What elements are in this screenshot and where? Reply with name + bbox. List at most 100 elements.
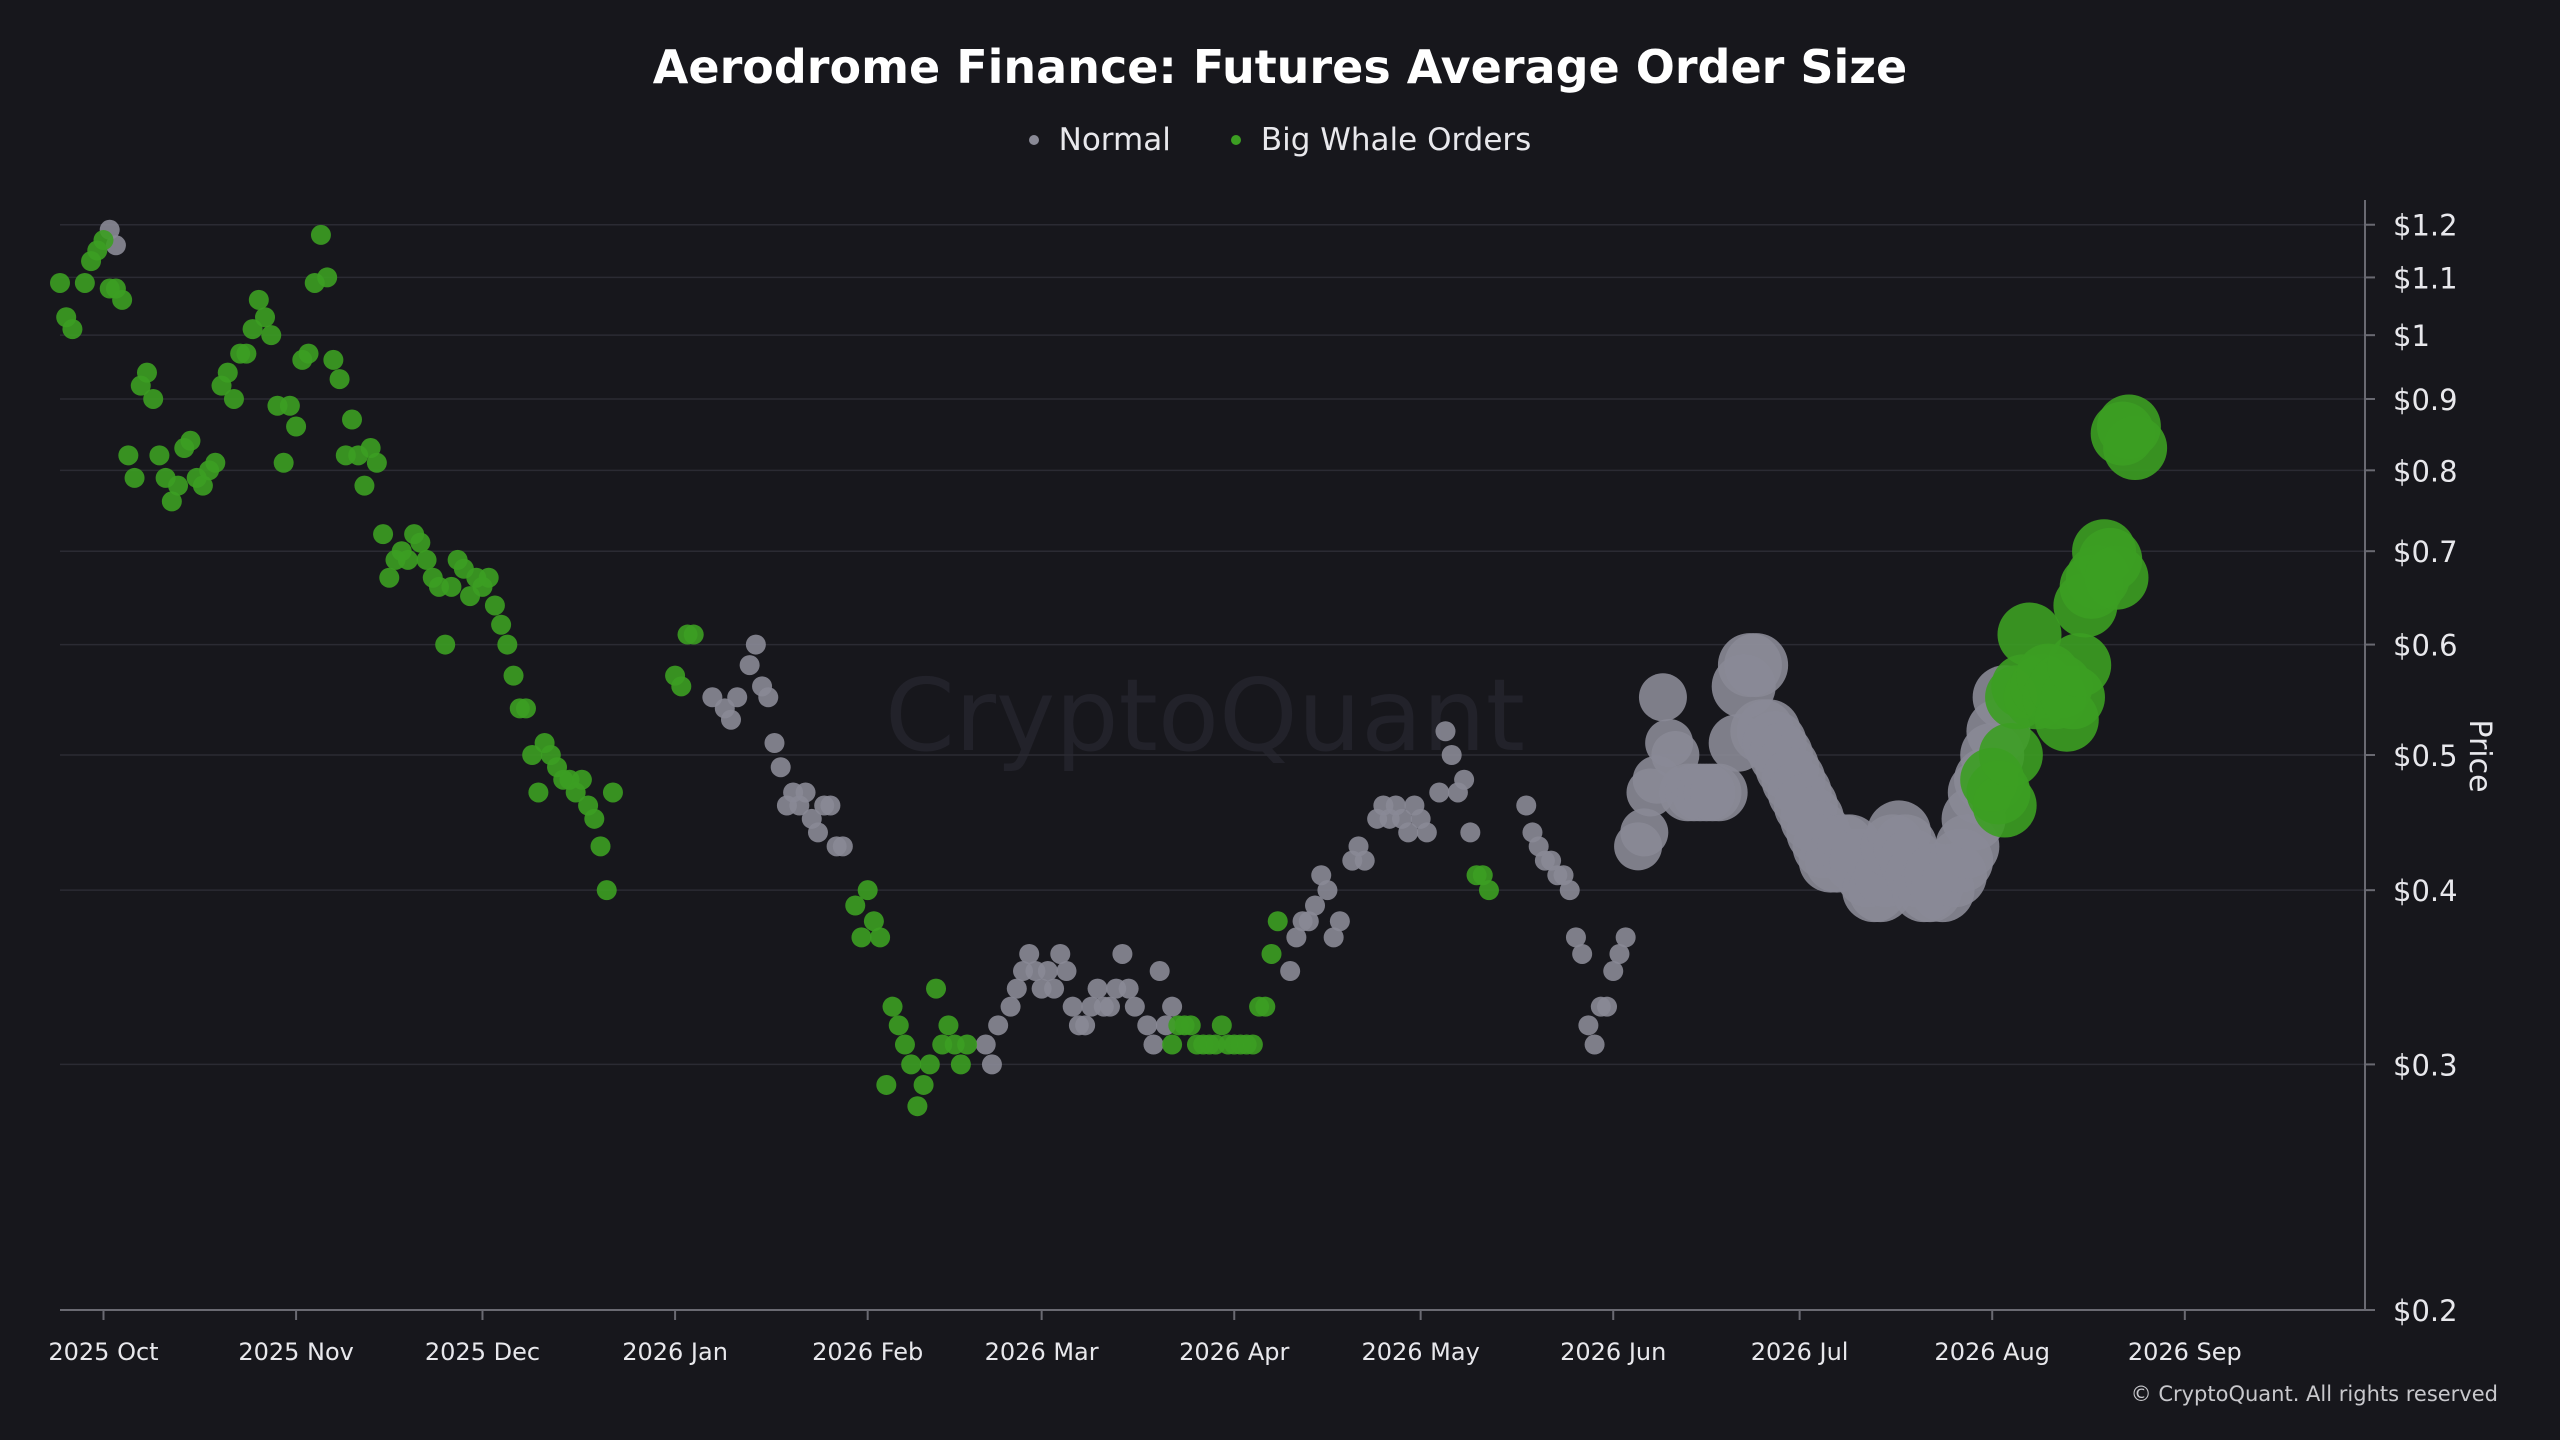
point-normal-35[interactable]: [1062, 996, 1083, 1017]
point-normal-56[interactable]: [1311, 865, 1332, 886]
point-normal-6[interactable]: [739, 655, 760, 676]
point-normal-68[interactable]: [1398, 822, 1419, 843]
point-big-whale-orders-74[interactable]: [515, 698, 536, 719]
point-normal-7[interactable]: [745, 634, 766, 655]
point-big-whale-orders-10[interactable]: [118, 445, 139, 466]
point-normal-44[interactable]: [1118, 978, 1139, 999]
point-normal-4[interactable]: [720, 709, 741, 730]
point-normal-94[interactable]: [1615, 927, 1636, 948]
point-big-whale-orders-33[interactable]: [261, 325, 282, 346]
point-big-whale-orders-17[interactable]: [161, 491, 182, 512]
point-normal-107[interactable]: [1690, 763, 1748, 822]
point-big-whale-orders-48[interactable]: [354, 475, 375, 496]
point-normal-51[interactable]: [1280, 961, 1301, 982]
point-big-whale-orders-13[interactable]: [136, 362, 157, 383]
point-big-whale-orders-132[interactable]: [1478, 880, 1499, 901]
point-big-whale-orders-120[interactable]: [1211, 1015, 1232, 1036]
point-normal-86[interactable]: [1565, 927, 1586, 948]
point-big-whale-orders-76[interactable]: [528, 782, 549, 803]
point-normal-91[interactable]: [1597, 996, 1618, 1017]
point-normal-50[interactable]: [1162, 996, 1183, 1017]
point-big-whale-orders-86[interactable]: [590, 836, 611, 857]
point-big-whale-orders-93[interactable]: [845, 895, 866, 916]
point-big-whale-orders-69[interactable]: [484, 595, 505, 616]
point-big-whale-orders-18[interactable]: [168, 475, 189, 496]
point-big-whale-orders-108[interactable]: [938, 1015, 959, 1036]
point-big-whale-orders-22[interactable]: [192, 475, 213, 496]
point-big-whale-orders-97[interactable]: [870, 927, 891, 948]
point-normal-84[interactable]: [1553, 865, 1574, 886]
point-big-whale-orders-105[interactable]: [919, 1054, 940, 1075]
point-normal-74[interactable]: [1441, 745, 1462, 765]
point-normal-28[interactable]: [1019, 943, 1040, 964]
point-normal-39[interactable]: [1087, 978, 1108, 999]
point-big-whale-orders-131[interactable]: [1472, 865, 1493, 886]
point-normal-52[interactable]: [1286, 927, 1307, 948]
point-normal-57[interactable]: [1317, 880, 1338, 901]
point-normal-25[interactable]: [1000, 996, 1021, 1017]
point-big-whale-orders-26[interactable]: [217, 362, 238, 383]
point-normal-54[interactable]: [1298, 911, 1319, 932]
point-big-whale-orders-44[interactable]: [329, 369, 350, 390]
point-big-whale-orders-129[interactable]: [1267, 911, 1288, 932]
point-big-whale-orders-115[interactable]: [1180, 1015, 1201, 1036]
point-big-whale-orders-41[interactable]: [310, 224, 331, 245]
legend-item-big-whale-orders[interactable]: Big Whale Orders: [1230, 122, 1531, 158]
point-normal-48[interactable]: [1149, 961, 1170, 982]
legend-item-normal[interactable]: Normal: [1028, 122, 1171, 158]
point-big-whale-orders-70[interactable]: [491, 614, 512, 635]
point-big-whale-orders-58[interactable]: [416, 549, 437, 570]
point-big-whale-orders-27[interactable]: [223, 388, 244, 409]
point-big-whale-orders-57[interactable]: [410, 532, 431, 553]
point-big-whale-orders-127[interactable]: [1255, 996, 1276, 1017]
point-normal-111[interactable]: [1724, 633, 1789, 698]
point-normal-99[interactable]: [1638, 673, 1687, 722]
point-big-whale-orders-111[interactable]: [957, 1034, 978, 1055]
point-normal-96[interactable]: [1620, 808, 1669, 857]
point-big-whale-orders-153[interactable]: [2084, 545, 2149, 610]
point-big-whale-orders-61[interactable]: [435, 634, 456, 655]
point-normal-15[interactable]: [795, 782, 816, 803]
point-big-whale-orders-29[interactable]: [236, 343, 257, 364]
point-normal-17[interactable]: [807, 822, 828, 843]
point-normal-46[interactable]: [1137, 1015, 1158, 1036]
point-normal-92[interactable]: [1603, 961, 1624, 982]
point-big-whale-orders-147[interactable]: [2047, 633, 2112, 698]
point-big-whale-orders-94[interactable]: [851, 927, 872, 948]
point-normal-72[interactable]: [1429, 782, 1450, 803]
point-normal-22[interactable]: [975, 1034, 996, 1055]
point-normal-9[interactable]: [758, 687, 779, 708]
point-big-whale-orders-85[interactable]: [584, 808, 605, 829]
point-normal-10[interactable]: [764, 733, 785, 754]
point-normal-78[interactable]: [1516, 795, 1537, 816]
point-big-whale-orders-36[interactable]: [279, 395, 300, 416]
point-big-whale-orders-101[interactable]: [894, 1034, 915, 1055]
point-normal-89[interactable]: [1584, 1034, 1605, 1055]
point-big-whale-orders-106[interactable]: [926, 978, 947, 999]
point-big-whale-orders-102[interactable]: [901, 1054, 922, 1075]
point-big-whale-orders-71[interactable]: [497, 634, 518, 655]
point-big-whale-orders-2[interactable]: [62, 319, 83, 340]
point-big-whale-orders-3[interactable]: [74, 272, 95, 293]
point-normal-43[interactable]: [1112, 943, 1133, 964]
point-big-whale-orders-32[interactable]: [255, 307, 276, 328]
point-normal-5[interactable]: [727, 687, 748, 708]
point-big-whale-orders-46[interactable]: [342, 409, 363, 430]
point-normal-77[interactable]: [1460, 822, 1481, 843]
point-big-whale-orders-112[interactable]: [1162, 1034, 1183, 1055]
point-big-whale-orders-15[interactable]: [149, 445, 170, 466]
point-normal-88[interactable]: [1578, 1015, 1599, 1036]
point-big-whale-orders-51[interactable]: [373, 524, 394, 545]
point-big-whale-orders-95[interactable]: [857, 880, 878, 901]
point-big-whale-orders-83[interactable]: [571, 769, 592, 790]
point-normal-19[interactable]: [820, 795, 841, 816]
point-normal-76[interactable]: [1454, 769, 1475, 790]
point-big-whale-orders-92[interactable]: [683, 624, 704, 645]
point-normal-31[interactable]: [1037, 961, 1058, 982]
point-normal-87[interactable]: [1572, 943, 1593, 964]
point-big-whale-orders-42[interactable]: [317, 267, 338, 288]
point-normal-34[interactable]: [1056, 961, 1077, 982]
point-big-whale-orders-156[interactable]: [2103, 416, 2168, 481]
point-big-whale-orders-100[interactable]: [888, 1015, 909, 1036]
point-normal-58[interactable]: [1323, 927, 1344, 948]
